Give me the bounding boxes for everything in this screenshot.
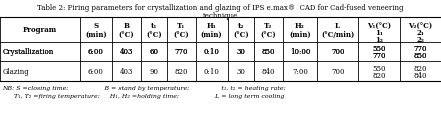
Text: 0:10: 0:10 — [204, 48, 220, 56]
Text: 90: 90 — [149, 67, 158, 75]
Text: 2₂: 2₂ — [416, 35, 424, 43]
Text: 30: 30 — [236, 48, 245, 56]
Text: 850: 850 — [414, 52, 427, 60]
Text: 820: 820 — [175, 67, 188, 75]
Text: 770: 770 — [414, 45, 427, 53]
Text: t₁: t₁ — [151, 22, 157, 30]
Text: (°C/min): (°C/min) — [321, 31, 354, 39]
Text: 403: 403 — [120, 67, 133, 75]
Text: 1₂: 1₂ — [375, 35, 383, 43]
Text: V₂(°C): V₂(°C) — [408, 21, 432, 29]
Text: 840: 840 — [262, 67, 275, 75]
Text: 6:00: 6:00 — [88, 48, 104, 56]
Text: (min): (min) — [289, 31, 311, 39]
Text: 550: 550 — [372, 45, 386, 53]
Text: Crystallization: Crystallization — [2, 48, 53, 56]
Text: (°C): (°C) — [261, 31, 276, 39]
Text: 700: 700 — [331, 48, 344, 56]
Text: 60: 60 — [149, 48, 158, 56]
Text: Program: Program — [23, 26, 57, 34]
Text: 7:00: 7:00 — [292, 67, 308, 75]
Text: H₂: H₂ — [295, 22, 305, 30]
Text: 60: 60 — [149, 48, 158, 56]
Text: (°C): (°C) — [146, 31, 161, 39]
Text: technique: technique — [203, 12, 238, 20]
Text: 10:00: 10:00 — [290, 48, 310, 56]
Text: 770: 770 — [175, 48, 188, 56]
Text: S: S — [93, 22, 98, 30]
Text: 403: 403 — [120, 48, 133, 56]
Text: 0:10: 0:10 — [204, 48, 220, 56]
Text: 840: 840 — [414, 71, 427, 79]
Text: 700: 700 — [331, 48, 344, 56]
Text: B: B — [123, 22, 129, 30]
Text: 1₁: 1₁ — [375, 29, 383, 37]
Text: 6:00: 6:00 — [88, 48, 104, 56]
Text: 850: 850 — [414, 52, 427, 60]
Text: (min): (min) — [201, 31, 223, 39]
Text: (min): (min) — [85, 31, 107, 39]
Text: Crystallization: Crystallization — [2, 48, 53, 56]
Text: 30: 30 — [236, 67, 245, 75]
Text: 770: 770 — [372, 52, 386, 60]
Text: T₂: T₂ — [264, 22, 273, 30]
Text: 6:00: 6:00 — [88, 67, 104, 75]
Text: 550: 550 — [372, 45, 386, 53]
Text: NB: S =closing time;                  B = stand by temperature;                t: NB: S =closing time; B = stand by temper… — [2, 85, 286, 90]
Text: H₁: H₁ — [207, 22, 217, 30]
Text: Glazing: Glazing — [2, 67, 29, 75]
Text: 0:10: 0:10 — [204, 67, 220, 75]
Text: 700: 700 — [331, 67, 344, 75]
Text: 30: 30 — [236, 48, 245, 56]
Text: 820: 820 — [414, 64, 427, 72]
Text: V₁(°C): V₁(°C) — [367, 21, 391, 29]
Text: (°C): (°C) — [119, 31, 134, 39]
Text: 770: 770 — [175, 48, 188, 56]
Text: t₂: t₂ — [238, 22, 244, 30]
Text: (°C): (°C) — [174, 31, 189, 39]
Text: (°C): (°C) — [233, 31, 249, 39]
Text: 850: 850 — [262, 48, 275, 56]
Text: Table 2: Firing parameters for crystallization and glazing of IPS e.max®  CAD fo: Table 2: Firing parameters for crystalli… — [37, 4, 404, 12]
Text: 770: 770 — [414, 45, 427, 53]
Text: 403: 403 — [120, 48, 133, 56]
Text: 10:00: 10:00 — [290, 48, 310, 56]
Text: 850: 850 — [262, 48, 275, 56]
Text: 550: 550 — [372, 64, 386, 72]
Text: T₁, T₂ =firing temperature;     H₁, H₂ =holding time;                  L = long : T₁, T₂ =firing temperature; H₁, H₂ =hold… — [2, 93, 284, 98]
Text: L: L — [335, 22, 340, 30]
Text: 820: 820 — [372, 71, 386, 79]
Text: T₁: T₁ — [177, 22, 186, 30]
Text: 2₁: 2₁ — [416, 29, 424, 37]
Text: 770: 770 — [372, 52, 386, 60]
